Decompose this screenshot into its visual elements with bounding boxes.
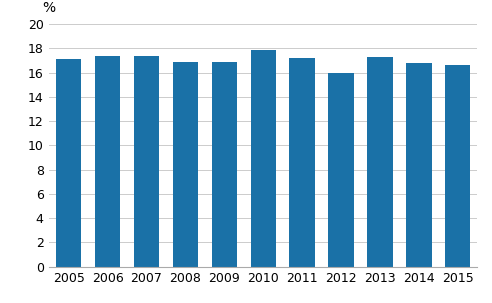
Bar <box>289 58 315 267</box>
Bar <box>95 56 120 267</box>
Bar <box>406 63 431 267</box>
Bar <box>368 57 393 267</box>
Bar <box>173 62 198 267</box>
Bar <box>212 62 237 267</box>
Bar <box>445 65 470 267</box>
Bar <box>134 56 159 267</box>
Bar <box>56 59 81 267</box>
Text: %: % <box>43 1 56 15</box>
Bar <box>328 73 354 267</box>
Bar <box>250 50 276 267</box>
